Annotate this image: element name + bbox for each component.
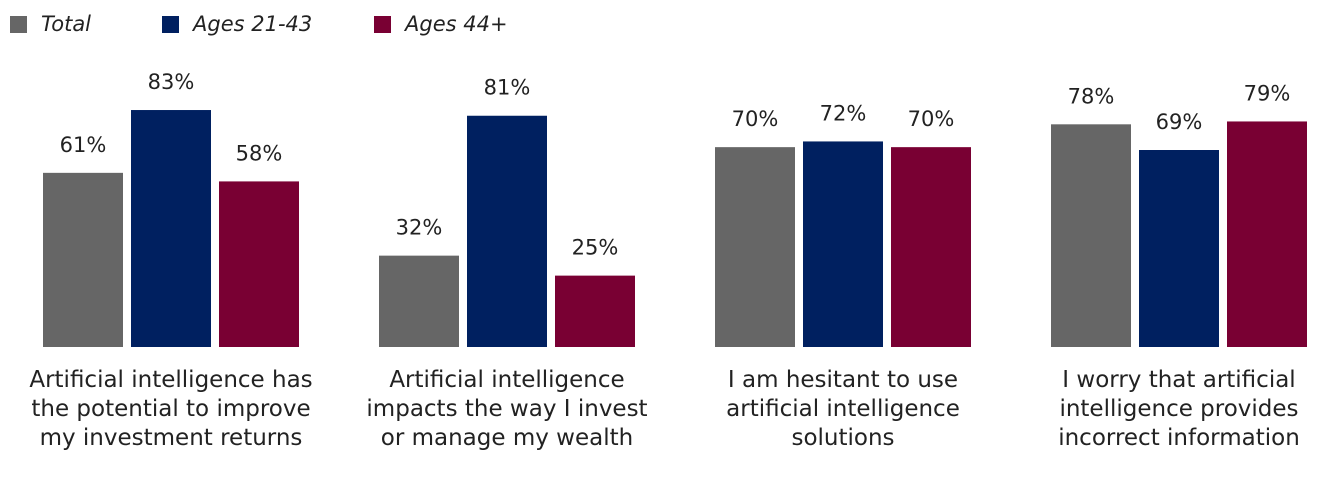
value-label: 83% xyxy=(148,70,195,94)
bar xyxy=(715,147,795,347)
value-label: 70% xyxy=(732,107,779,131)
bar xyxy=(219,181,299,347)
bar xyxy=(1051,124,1131,347)
category-label: Artificial intelligence impacts the way … xyxy=(366,367,648,451)
bar xyxy=(467,115,547,348)
bar xyxy=(803,141,883,347)
value-label: 32% xyxy=(396,216,443,240)
value-label: 72% xyxy=(820,101,867,125)
bar xyxy=(891,147,971,347)
value-label: 69% xyxy=(1156,110,1203,134)
value-label: 61% xyxy=(60,133,107,157)
legend-swatch xyxy=(10,16,27,33)
legend-label: Ages 44+ xyxy=(403,12,508,36)
value-label: 70% xyxy=(908,107,955,131)
category-label: I worry that artificial intelligence pro… xyxy=(1058,367,1300,451)
legend-label: Total xyxy=(41,12,91,36)
value-label: 79% xyxy=(1244,81,1291,105)
value-label: 81% xyxy=(484,76,531,100)
bar xyxy=(1139,150,1219,347)
category-label: Artificial intelligence has the potentia… xyxy=(29,367,313,451)
legend-swatch xyxy=(162,16,179,33)
bar xyxy=(131,110,211,347)
value-label: 78% xyxy=(1068,84,1115,108)
category-label: I am hesitant to use artificial intellig… xyxy=(726,367,960,451)
bar xyxy=(555,275,635,347)
bar xyxy=(379,255,459,347)
legend-label: Ages 21-43 xyxy=(191,12,312,36)
value-label: 58% xyxy=(236,141,283,165)
value-label: 25% xyxy=(572,236,619,260)
legend-swatch xyxy=(374,16,391,33)
bar xyxy=(43,172,123,347)
bar xyxy=(1227,121,1307,347)
